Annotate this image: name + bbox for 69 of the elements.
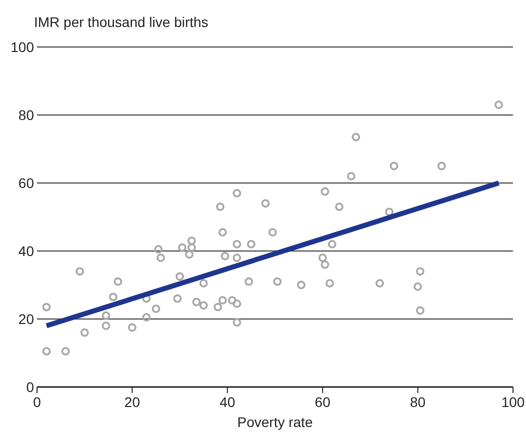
point	[268, 228, 277, 236]
point	[335, 202, 344, 211]
point	[188, 243, 196, 252]
point	[261, 199, 270, 208]
point	[376, 279, 384, 288]
x-axis-title: Poverty rate	[237, 414, 313, 430]
y-tick-label: 40	[18, 242, 34, 259]
point	[352, 132, 360, 142]
point	[80, 328, 89, 337]
point	[76, 267, 84, 276]
point	[416, 306, 424, 315]
point	[328, 240, 336, 248]
point	[437, 162, 446, 170]
y-tick-label: 100	[10, 38, 34, 55]
point	[273, 277, 282, 286]
point	[228, 296, 236, 304]
point	[188, 236, 196, 245]
point	[42, 302, 51, 312]
point	[102, 311, 110, 320]
x-tick-label: 60	[314, 394, 331, 410]
point	[416, 267, 424, 276]
point	[232, 254, 242, 262]
point	[218, 228, 227, 236]
point	[185, 250, 194, 259]
point	[154, 245, 163, 254]
y-tick-label: 20	[18, 310, 34, 327]
point	[320, 187, 330, 196]
point	[108, 292, 118, 302]
point	[232, 300, 242, 308]
point	[42, 347, 51, 356]
point	[318, 254, 327, 262]
point	[390, 162, 398, 170]
point	[214, 302, 222, 312]
y-tick-label: 80	[18, 106, 34, 123]
y-tick-label: 0	[26, 378, 34, 395]
point	[128, 323, 136, 332]
point	[142, 313, 151, 322]
point	[232, 189, 242, 198]
point	[320, 260, 330, 269]
point	[296, 280, 306, 290]
point	[247, 240, 256, 248]
point	[494, 100, 503, 109]
point	[220, 252, 230, 260]
x-tick-label: 100	[501, 394, 525, 410]
point	[346, 172, 356, 180]
point	[385, 208, 394, 216]
y-axis-title: IMR per thousand live births	[34, 14, 208, 30]
point	[192, 298, 201, 306]
point	[326, 279, 334, 288]
point	[176, 272, 184, 281]
point	[216, 202, 224, 211]
point	[199, 301, 208, 310]
x-tick-label: 80	[410, 394, 426, 410]
point	[102, 322, 110, 330]
x-tick-label: 40	[220, 394, 236, 410]
point	[152, 304, 160, 313]
point	[61, 347, 70, 356]
point	[178, 243, 186, 252]
point	[218, 296, 227, 304]
point	[244, 277, 254, 286]
point	[173, 294, 182, 303]
point	[199, 279, 208, 288]
point	[232, 318, 242, 327]
y-tick-label: 60	[18, 174, 34, 191]
x-tick-label: 20	[124, 394, 140, 410]
point	[232, 240, 242, 248]
point	[414, 282, 422, 291]
point	[156, 254, 165, 262]
point	[114, 277, 122, 286]
